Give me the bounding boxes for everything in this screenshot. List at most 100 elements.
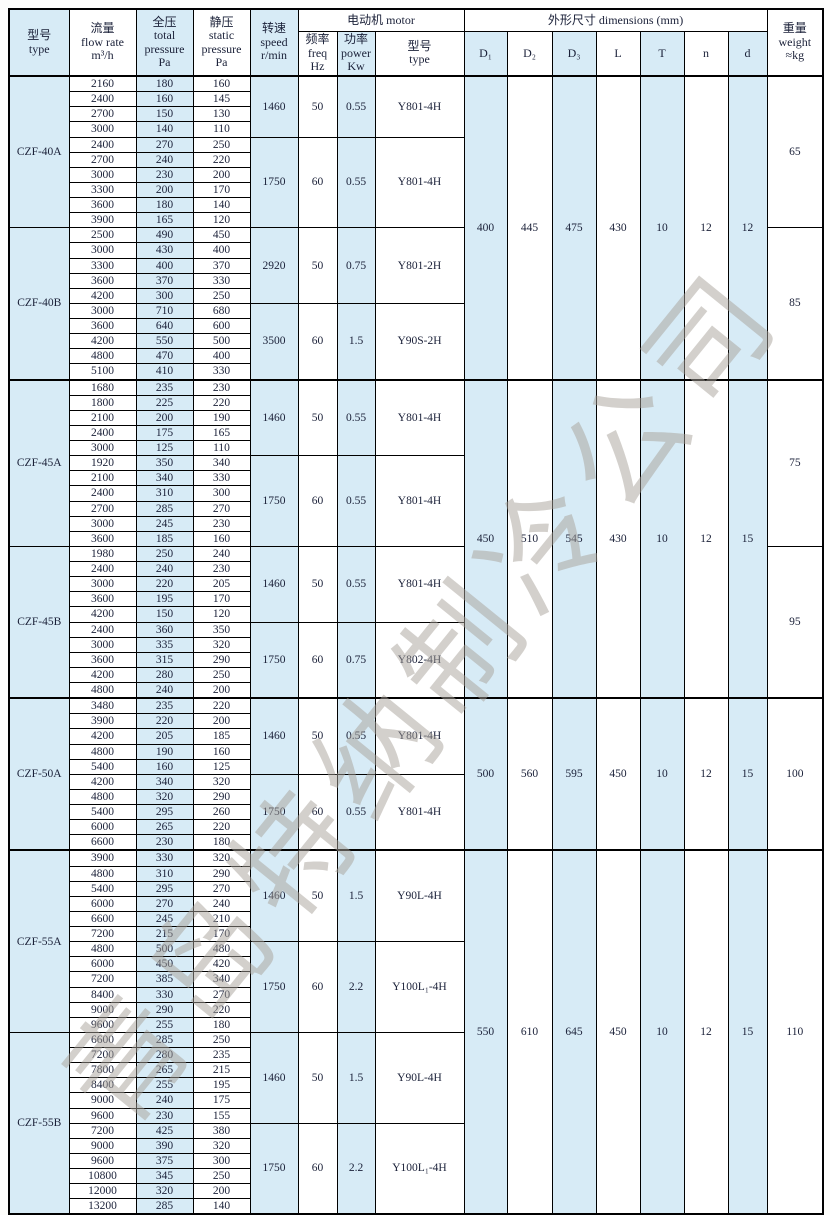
header-freq-en: freq xyxy=(307,45,328,60)
static-pressure-cell: 220 xyxy=(192,1001,251,1018)
table-row: CZF-40B 2500 490 450 2920 50 0.75 Y801-2H 85 xyxy=(8,227,824,380)
speed-cell: 1750 xyxy=(249,773,299,851)
table-row: 2700 150 130 xyxy=(9,106,823,123)
total-pressure-cell: 245 xyxy=(135,910,194,928)
table-row: 7800 265 215 xyxy=(9,1062,823,1079)
header-static-en1: static xyxy=(208,28,235,42)
speed-cell: 1750 xyxy=(249,455,299,547)
header-power: 功率 power Kw xyxy=(336,30,376,77)
table-row: 2700 285 270 xyxy=(9,500,823,517)
static-pressure-cell: 190 xyxy=(192,409,251,426)
speed-cell: 1750 xyxy=(249,136,299,229)
static-pressure-cell: 400 xyxy=(192,348,251,365)
speed-cell: 2920 xyxy=(249,227,299,304)
flow-cell: 2400 xyxy=(68,424,137,442)
table-row: 3600 195 170 xyxy=(9,591,823,608)
freq-cell: 50 xyxy=(297,1031,338,1124)
flow-cell: 3600 xyxy=(68,196,137,214)
speed-cell: 3500 xyxy=(249,302,299,381)
flow-cell: 1800 xyxy=(68,394,137,411)
table-row: 3600 180 140 xyxy=(9,196,823,214)
static-pressure-cell: 170 xyxy=(192,591,251,608)
table-row: 5400 295 260 xyxy=(9,803,823,821)
dim-l-cell: 450 xyxy=(595,849,641,1215)
table-row: 5400 160 125 xyxy=(9,758,823,775)
static-pressure-cell: 250 xyxy=(192,287,251,304)
static-pressure-cell: 220 xyxy=(192,697,251,715)
model-cell: CZF-40B xyxy=(8,227,70,380)
static-pressure-cell: 350 xyxy=(192,621,251,638)
dim-n-cell: 12 xyxy=(683,378,729,699)
static-pressure-cell: 180 xyxy=(192,1016,251,1033)
total-pressure-cell: 185 xyxy=(135,530,194,547)
motor-type-cell: Y801-4H xyxy=(374,545,465,623)
freq-cell: 50 xyxy=(297,849,338,943)
total-pressure-cell: 345 xyxy=(135,1167,194,1185)
total-pressure-cell: 390 xyxy=(135,1137,194,1154)
table-row: 4200 280 250 xyxy=(9,666,823,684)
freq-cell: 60 xyxy=(297,136,338,229)
static-pressure-cell: 170 xyxy=(192,925,251,943)
table-row: CZF-40A 2160 180 160 1460 50 0.55 Y801-4H 400 445… xyxy=(8,75,824,380)
total-pressure-cell: 430 xyxy=(135,242,194,259)
dim-t-cell: 10 xyxy=(639,378,685,699)
table-row: 1800 225 220 xyxy=(9,394,823,411)
power-cell: 0.55 xyxy=(336,455,376,547)
flow-cell: 9600 xyxy=(68,1152,137,1170)
total-pressure-cell: 490 xyxy=(135,227,194,244)
flow-cell: 4200 xyxy=(68,606,137,623)
speed-cell: 1460 xyxy=(249,75,299,138)
motor-type-cell: Y100L₁-4H xyxy=(374,941,465,1033)
header-motor-type: 型号 type xyxy=(374,30,465,77)
table-row: 6000 450 420 xyxy=(9,956,823,973)
dim-d-cell: 15 xyxy=(727,697,768,851)
flow-cell: 7200 xyxy=(68,1046,137,1064)
table-row: 3000 430 400 xyxy=(9,242,823,259)
total-pressure-cell: 165 xyxy=(135,212,194,229)
model-cell: CZF-45B xyxy=(8,545,70,699)
dim-l-cell: 430 xyxy=(595,378,641,699)
freq-cell: 50 xyxy=(297,75,338,138)
header-weight-unit: ≈kg xyxy=(785,48,805,63)
speed-cell: 1750 xyxy=(249,1122,299,1215)
static-pressure-cell: 370 xyxy=(192,257,251,274)
header-freq-zh: 频率 xyxy=(305,32,330,46)
table-row: 2400 175 165 xyxy=(9,424,823,442)
header-motor-type-zh: 型号 xyxy=(407,38,432,53)
header-static-en2: pressure xyxy=(201,41,242,56)
total-pressure-cell: 235 xyxy=(135,378,194,396)
table-row: 6600 245 210 xyxy=(9,910,823,928)
total-pressure-cell: 385 xyxy=(135,971,194,988)
flow-cell: 3600 xyxy=(68,651,137,668)
table-row: 7200 280 235 xyxy=(9,1046,823,1064)
speed-cell: 1460 xyxy=(249,378,299,457)
static-pressure-cell: 110 xyxy=(192,439,251,457)
freq-cell: 50 xyxy=(297,545,338,623)
table-row: 4800 240 200 xyxy=(9,682,823,699)
static-pressure-cell: 680 xyxy=(192,302,251,320)
flow-cell: 3000 xyxy=(68,166,137,183)
flow-cell: 4800 xyxy=(68,941,137,958)
static-pressure-cell: 320 xyxy=(192,636,251,653)
header-total-en1: total xyxy=(153,28,176,42)
flow-cell: 4800 xyxy=(68,865,137,882)
total-pressure-cell: 230 xyxy=(135,1107,194,1124)
static-pressure-cell: 340 xyxy=(192,455,251,472)
table-row: 3000 335 320 xyxy=(9,636,823,653)
speed-cell: 1460 xyxy=(249,849,299,943)
total-pressure-cell: 500 xyxy=(135,941,194,958)
static-pressure-cell: 290 xyxy=(192,865,251,882)
header-t: T xyxy=(639,30,685,77)
table-row: 3300 200 170 xyxy=(9,181,823,199)
table-row: 4200 205 185 xyxy=(9,728,823,745)
dim-d3-cell: 595 xyxy=(551,697,597,851)
table-row: 8400 330 270 xyxy=(9,986,823,1003)
static-pressure-cell: 125 xyxy=(192,758,251,775)
total-pressure-cell: 290 xyxy=(135,1001,194,1018)
table-row: 3900 165 120 xyxy=(9,212,823,229)
spec-table: 型号 type 流量 flow rate m³/h 全压 total press… xyxy=(8,8,825,1215)
total-pressure-cell: 300 xyxy=(135,287,194,304)
total-pressure-cell: 270 xyxy=(135,136,194,153)
spec-table-body: CZF-40A 2160 180 160 1460 50 0.55 Y801-4H 400 445… xyxy=(8,75,824,1215)
flow-cell: 3000 xyxy=(68,515,137,532)
